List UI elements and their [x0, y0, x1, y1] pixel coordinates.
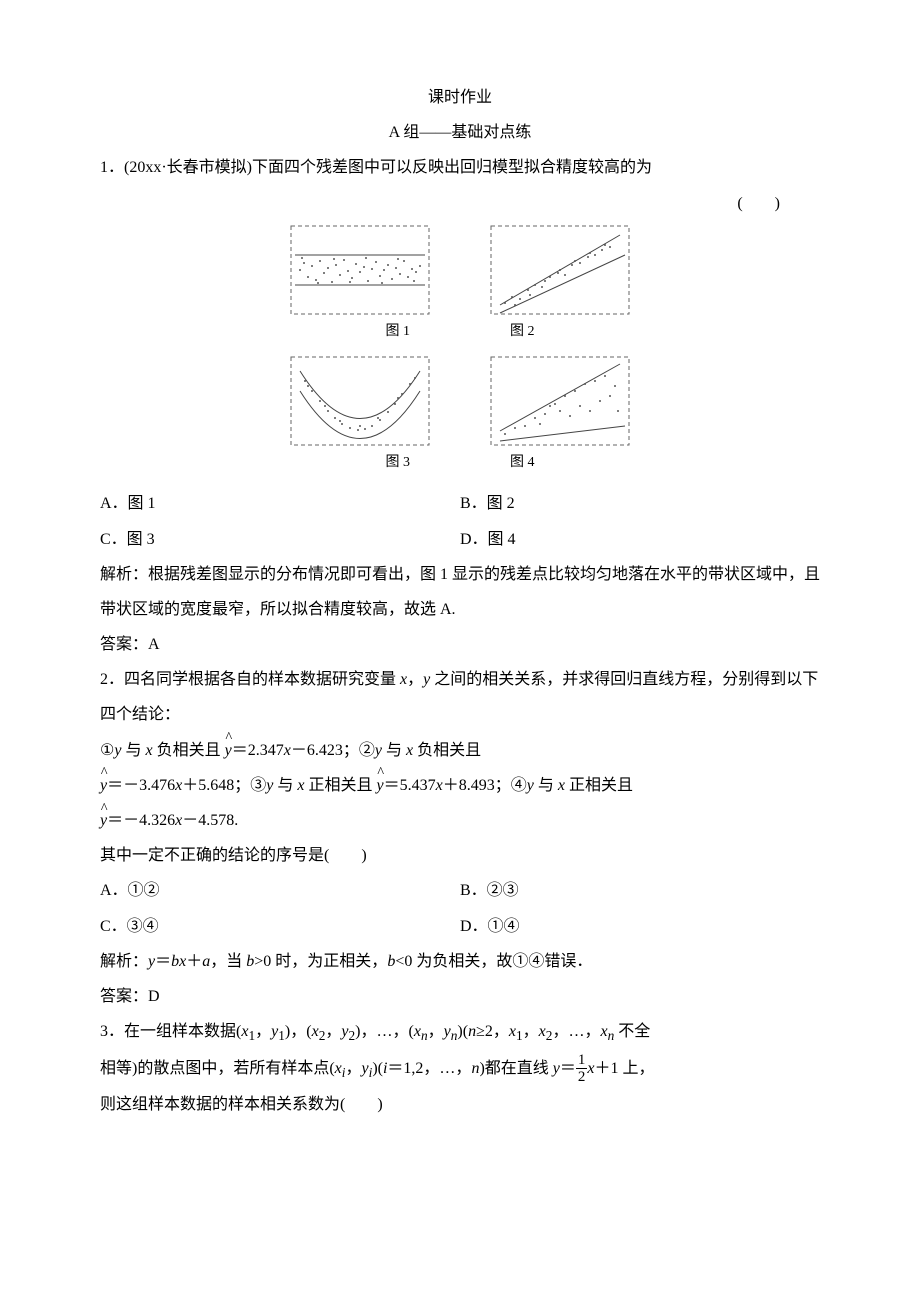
q1-optA: A．图 1	[100, 486, 460, 521]
fig-3	[290, 356, 430, 446]
fig-1	[290, 225, 430, 315]
q2-end: 其中一定不正确的结论的序号是( )	[100, 838, 820, 873]
q3-line2: 相等)的散点图中，若所有样本点(xi，yi)(i＝1,2，…，n)都在直线 y＝…	[100, 1051, 820, 1088]
q1-captions-row2: 图 3 图 4	[100, 448, 820, 479]
cap-fig1: 图 1	[386, 317, 411, 348]
q1-figures-row2	[100, 356, 820, 446]
doc-title: 课时作业	[100, 80, 820, 115]
doc-subtitle: A 组——基础对点练	[100, 115, 820, 150]
q1-optB: B．图 2	[460, 486, 820, 521]
q1-figures-row1	[100, 225, 820, 315]
fig-2	[490, 225, 630, 315]
q1-options: A．图 1 B．图 2 C．图 3 D．图 4	[100, 486, 820, 556]
q2-optC: C．③④	[100, 909, 460, 944]
q1-answer: 答案：A	[100, 627, 820, 662]
q2-jiexi: 解析：y＝bx＋a，当 b>0 时，为正相关，b<0 为负相关，故①④错误．	[100, 944, 820, 979]
cap-fig2: 图 2	[510, 317, 535, 348]
q2-options: A．①② B．②③ C．③④ D．①④	[100, 873, 820, 943]
fraction-half: 12	[576, 1052, 588, 1086]
q2-line2: y＝－3.476x＋5.648；③y 与 x 正相关且 y＝5.437x＋8.4…	[100, 768, 820, 803]
q1-captions-row1: 图 1 图 2	[100, 317, 820, 348]
q2-optB: B．②③	[460, 873, 820, 908]
q1-optC: C．图 3	[100, 522, 460, 557]
q2-optD: D．①④	[460, 909, 820, 944]
fig-4	[490, 356, 630, 446]
q2-optA: A．①②	[100, 873, 460, 908]
q1-stem: 1．(20xx·长春市模拟)下面四个残差图中可以反映出回归模型拟合精度较高的为	[100, 150, 820, 185]
q2-line1: ①y 与 x 负相关且 y＝2.347x－6.423；②y 与 x 负相关且	[100, 733, 820, 768]
q2-stem: 2．四名同学根据各自的样本数据研究变量 x，y 之间的相关关系，并求得回归直线方…	[100, 662, 820, 732]
cap-fig3: 图 3	[386, 448, 411, 479]
q3-line1: 3．在一组样本数据(x1，y1)，(x2，y2)，…，(xn，yn)(n≥2，x…	[100, 1014, 820, 1051]
cap-fig4: 图 4	[510, 448, 535, 479]
q1-optD: D．图 4	[460, 522, 820, 557]
q1-paren: ( )	[100, 186, 820, 221]
q3-line3: 则这组样本数据的样本相关系数为( )	[100, 1087, 820, 1122]
q1-jiexi: 解析：根据残差图显示的分布情况即可看出，图 1 显示的残差点比较均匀地落在水平的…	[100, 557, 820, 627]
q2-answer: 答案：D	[100, 979, 820, 1014]
q2-line3: y＝－4.326x－4.578.	[100, 803, 820, 838]
